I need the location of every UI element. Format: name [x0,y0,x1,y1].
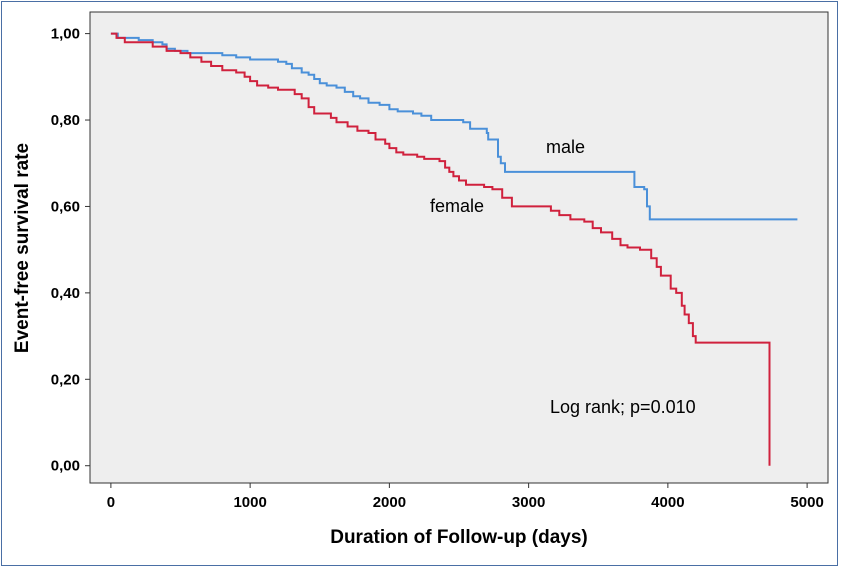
x-tick-label: 1000 [233,494,266,511]
y-tick-label: 1,00 [51,26,80,43]
series-line-female [110,32,771,466]
x-tick-label: 0 [107,494,115,511]
x-tick-label: 5000 [790,494,823,511]
series-label-female: female [430,196,484,216]
y-tick-label: 0,40 [51,285,80,302]
series-label-male: male [546,137,585,157]
y-tick-label: 0,00 [51,458,80,475]
log-rank-annotation: Log rank; p=0.010 [550,397,696,417]
y-tick-label: 0,80 [51,112,80,129]
x-tick-label: 2000 [373,494,406,511]
x-tick-label: 4000 [651,494,684,511]
x-axis-title: Duration of Follow-up (days) [330,527,588,548]
y-tick-label: 0,20 [51,371,80,388]
y-tick-label: 0,60 [51,198,80,215]
plot-area [89,11,829,484]
y-axis-title: Event-free survival rate [12,143,33,353]
x-tick-label: 3000 [512,494,545,511]
